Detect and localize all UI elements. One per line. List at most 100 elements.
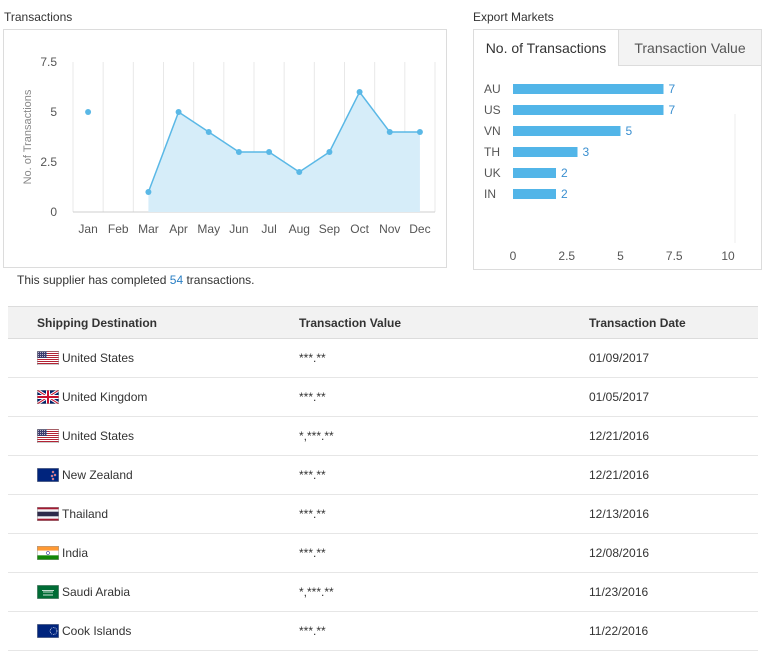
saudi-arabia-flag-icon: [37, 585, 59, 600]
y-tick-label: 5: [50, 105, 57, 119]
summary-prefix: This supplier has completed: [17, 273, 167, 287]
x-tick-label: Apr: [169, 222, 188, 236]
uk-flag-icon: [37, 390, 59, 405]
bar[interactable]: [513, 168, 556, 178]
x-tick-label: Jun: [229, 222, 248, 236]
y-tick-label: 7.5: [40, 55, 57, 69]
destination-cell: Saudi Arabia: [8, 572, 299, 612]
table-row[interactable]: United Kingdom ***.** 01/05/2017: [8, 377, 758, 417]
y-tick-label: AU: [484, 82, 501, 96]
data-label: 7: [669, 82, 676, 96]
bar[interactable]: [513, 147, 578, 157]
table-row[interactable]: Saudi Arabia *,***.** 11/23/2016: [8, 572, 758, 612]
shipments-table: Shipping Destination Transaction Value T…: [8, 306, 758, 651]
transaction-value-cell: ***.**: [299, 494, 589, 534]
transaction-value-cell: *,***.**: [299, 572, 589, 612]
data-label: 3: [583, 145, 590, 159]
bar[interactable]: [513, 189, 556, 199]
data-label: 2: [561, 187, 568, 201]
destination-country: United Kingdom: [62, 389, 148, 404]
data-point[interactable]: [326, 149, 333, 155]
destination-country: Cook Islands: [62, 623, 132, 638]
x-tick-label: May: [197, 222, 220, 236]
data-label: 2: [561, 166, 568, 180]
table-row[interactable]: United States ***.** 01/09/2017: [8, 338, 758, 378]
summary-count: 54: [169, 273, 184, 287]
destination-cell: Cook Islands: [8, 611, 299, 651]
destination-cell: India: [8, 533, 299, 573]
destination-cell: Thailand: [8, 494, 299, 534]
data-label: 7: [669, 103, 676, 117]
x-tick-label: Jul: [261, 222, 276, 236]
column-header-date: Transaction Date: [589, 306, 758, 339]
data-point[interactable]: [416, 129, 423, 135]
transaction-date-cell: 11/22/2016: [589, 611, 758, 651]
data-label: 5: [626, 124, 633, 138]
destination-country: United States: [62, 350, 135, 365]
cook-islands-flag-icon: [37, 624, 59, 639]
transaction-date-cell: 12/21/2016: [589, 455, 758, 495]
bar[interactable]: [513, 126, 621, 136]
transaction-date-cell: 11/23/2016: [589, 572, 758, 612]
transactions-line-chart: 0 2.5 5 7.5 No. of Transactions Jan Feb Mar Apr M…: [22, 55, 436, 236]
table-row[interactable]: New Zealand ***.** 12/21/2016: [8, 455, 758, 495]
table-header-row: Shipping Destination Transaction Value T…: [8, 306, 758, 339]
y-tick-label: 2.5: [40, 155, 57, 169]
transaction-value-cell: ***.**: [299, 377, 589, 417]
data-point[interactable]: [266, 149, 273, 155]
destination-cell: United Kingdom: [8, 377, 299, 417]
x-tick-label: Sep: [319, 222, 341, 236]
data-point[interactable]: [235, 149, 242, 155]
india-flag-icon: [37, 546, 59, 561]
table-row[interactable]: Thailand ***.** 12/13/2016: [8, 494, 758, 534]
y-tick-label: VN: [484, 124, 501, 138]
y-tick-label: IN: [484, 187, 496, 201]
export-markets-title: Export Markets: [473, 10, 554, 24]
destination-cell: United States: [8, 416, 299, 456]
transactions-chart-panel: 0 2.5 5 7.5 No. of Transactions Jan Feb Mar Apr M…: [3, 29, 447, 268]
transaction-value-cell: *,***.**: [299, 416, 589, 456]
transaction-value-cell: ***.**: [299, 455, 589, 495]
transaction-date-cell: 12/13/2016: [589, 494, 758, 534]
export-markets-tabs: No. of Transactions Transaction Value: [474, 30, 761, 66]
bar[interactable]: [513, 105, 664, 115]
x-tick-label: 2.5: [558, 249, 575, 263]
x-tick-label: Nov: [379, 222, 400, 236]
transactions-title: Transactions: [4, 10, 73, 24]
summary-suffix: transactions.: [186, 273, 255, 287]
data-point[interactable]: [175, 109, 182, 115]
x-tick-label: Dec: [409, 222, 430, 236]
bar[interactable]: [513, 84, 664, 94]
x-tick-label: Mar: [138, 222, 159, 236]
data-point[interactable]: [205, 129, 212, 135]
y-axis-label: No. of Transactions: [22, 89, 34, 184]
transaction-value-cell: ***.**: [299, 611, 589, 651]
y-tick-label: US: [484, 103, 501, 117]
data-point[interactable]: [356, 89, 363, 95]
table-row[interactable]: United States *,***.** 12/21/2016: [8, 416, 758, 456]
us-flag-icon: [37, 429, 59, 444]
column-header-destination: Shipping Destination: [8, 306, 299, 339]
y-tick-label: UK: [484, 166, 501, 180]
series-area: [148, 92, 420, 212]
x-tick-label: Jan: [78, 222, 97, 236]
destination-country: United States: [62, 428, 135, 443]
tab-transaction-value[interactable]: Transaction Value: [619, 30, 761, 66]
transaction-date-cell: 12/08/2016: [589, 533, 758, 573]
x-tick-label: 0: [510, 249, 517, 263]
x-tick-label: Oct: [350, 222, 369, 236]
table-row[interactable]: India ***.** 12/08/2016: [8, 533, 758, 573]
x-tick-label: Feb: [108, 222, 129, 236]
data-point[interactable]: [296, 169, 303, 175]
us-flag-icon: [37, 351, 59, 366]
tab-no-of-transactions[interactable]: No. of Transactions: [474, 30, 619, 66]
data-point[interactable]: [386, 129, 393, 135]
destination-country: New Zealand: [62, 467, 133, 482]
data-point[interactable]: [145, 189, 152, 195]
table-row[interactable]: Cook Islands ***.** 11/22/2016: [8, 611, 758, 651]
x-tick-label: 5: [617, 249, 624, 263]
x-tick-label: 10: [721, 249, 735, 263]
transaction-date-cell: 01/09/2017: [589, 338, 758, 378]
data-point[interactable]: [85, 109, 92, 115]
destination-country: Thailand: [62, 506, 109, 521]
